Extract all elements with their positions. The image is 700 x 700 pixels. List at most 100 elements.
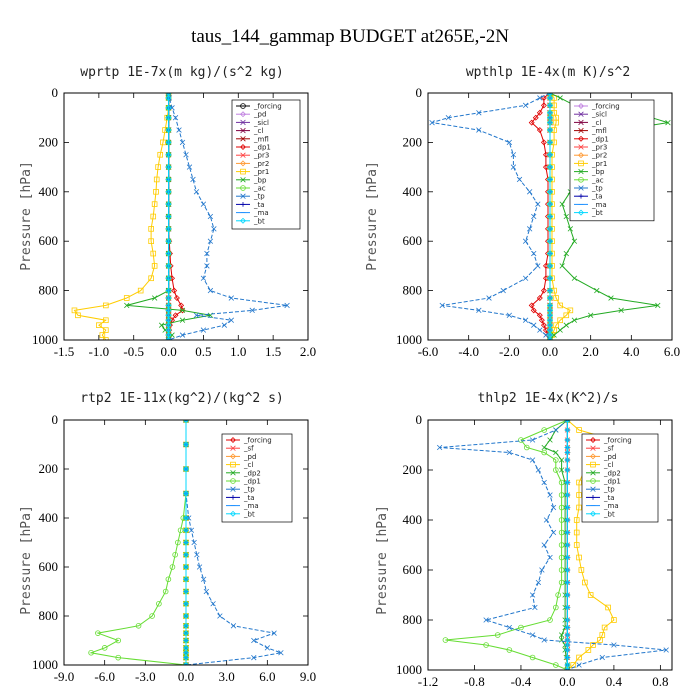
legend-label: _ma — [253, 209, 269, 217]
data-point — [240, 152, 246, 158]
data-point — [165, 337, 172, 340]
data-point — [96, 322, 102, 328]
data-point — [539, 567, 545, 573]
legend-label: _tp — [591, 185, 603, 193]
data-point — [550, 529, 557, 536]
legend-label: _pr3 — [591, 144, 607, 152]
legend-label: _pr2 — [253, 160, 269, 168]
panel-title: wpthlp 1E-4x(m K)/s^2 — [466, 65, 630, 80]
data-point — [578, 185, 584, 191]
data-point — [165, 337, 172, 340]
data-point — [183, 466, 189, 472]
data-point — [590, 453, 596, 460]
data-point — [564, 457, 571, 463]
x-tick-label: -0.5 — [123, 344, 144, 359]
y-tick-label: 800 — [403, 283, 423, 298]
figure-title: taus_144_gammap BUDGET at265E,-2N — [191, 26, 509, 47]
data-point — [135, 622, 142, 629]
data-point — [155, 164, 161, 170]
data-point — [157, 151, 164, 158]
data-point — [564, 604, 571, 611]
data-point — [590, 478, 596, 484]
data-point — [221, 322, 228, 328]
data-point — [553, 295, 559, 301]
data-point — [115, 654, 122, 661]
data-point — [557, 95, 563, 101]
data-point — [230, 495, 236, 500]
legend-label: _dp1 — [253, 144, 271, 152]
y-axis-label: Pressure [hPa] — [19, 505, 34, 615]
x-tick-label: 0.8 — [652, 674, 668, 689]
data-point — [230, 470, 236, 476]
data-point — [183, 613, 189, 619]
x-tick-label: 0.0 — [160, 344, 176, 359]
data-point — [179, 307, 186, 314]
data-point — [540, 322, 547, 329]
data-point — [165, 213, 172, 220]
data-point — [103, 327, 109, 333]
data-point — [183, 420, 189, 423]
data-point — [88, 649, 94, 656]
data-point — [590, 642, 596, 648]
data-point — [564, 437, 571, 443]
x-tick-label: 0.4 — [606, 674, 623, 689]
data-point — [547, 188, 553, 195]
data-point — [541, 542, 547, 548]
data-point — [590, 445, 596, 451]
data-point — [571, 275, 578, 281]
data-point — [494, 632, 501, 638]
data-point — [240, 144, 246, 150]
data-point — [193, 312, 200, 318]
data-point — [558, 517, 565, 523]
data-point — [439, 302, 445, 309]
data-point — [594, 287, 600, 294]
data-point — [183, 527, 189, 534]
data-point — [541, 449, 547, 456]
x-tick-label: 9.0 — [300, 669, 316, 684]
legend-label: _dp1 — [243, 478, 261, 486]
data-point — [179, 332, 186, 338]
data-point — [557, 327, 563, 333]
data-point — [165, 104, 172, 111]
data-point — [553, 467, 559, 473]
data-point — [200, 327, 207, 333]
data-point — [165, 176, 172, 183]
series-line-pr1 — [73, 93, 170, 340]
panel-title: rtp2 1E-11x(kg^2)/(kg^2 s) — [80, 391, 284, 406]
data-point — [186, 164, 193, 170]
data-point — [563, 213, 569, 220]
data-point — [618, 307, 624, 314]
legend-label: _ma — [591, 201, 607, 209]
data-point — [564, 667, 571, 670]
data-point — [522, 317, 529, 323]
data-point — [486, 295, 492, 301]
data-point — [576, 504, 582, 511]
legend-label: _pd — [243, 453, 256, 461]
data-point — [547, 119, 553, 126]
data-point — [240, 111, 246, 118]
data-point — [103, 302, 109, 309]
legend-label: _pr2 — [591, 152, 607, 160]
x-tick-label: 4.0 — [623, 344, 639, 359]
data-point — [230, 445, 236, 451]
data-point — [553, 119, 559, 126]
data-point — [148, 226, 154, 232]
legend-label: _ta — [603, 494, 615, 502]
data-point — [173, 295, 180, 301]
data-point — [204, 263, 210, 269]
data-point — [171, 287, 178, 294]
data-point — [251, 637, 257, 644]
data-point — [578, 127, 584, 134]
data-point — [210, 601, 216, 607]
x-tick-label: -4.0 — [458, 344, 479, 359]
data-point — [476, 110, 482, 116]
data-point — [553, 604, 559, 611]
series-layer — [88, 420, 284, 665]
legend-label: _ac — [591, 176, 604, 184]
legend-label: _pd — [253, 111, 266, 119]
data-point — [665, 119, 671, 126]
data-point — [194, 552, 200, 558]
data-point — [240, 217, 246, 224]
data-point — [564, 529, 571, 536]
legend-label: _dp2 — [243, 469, 261, 477]
